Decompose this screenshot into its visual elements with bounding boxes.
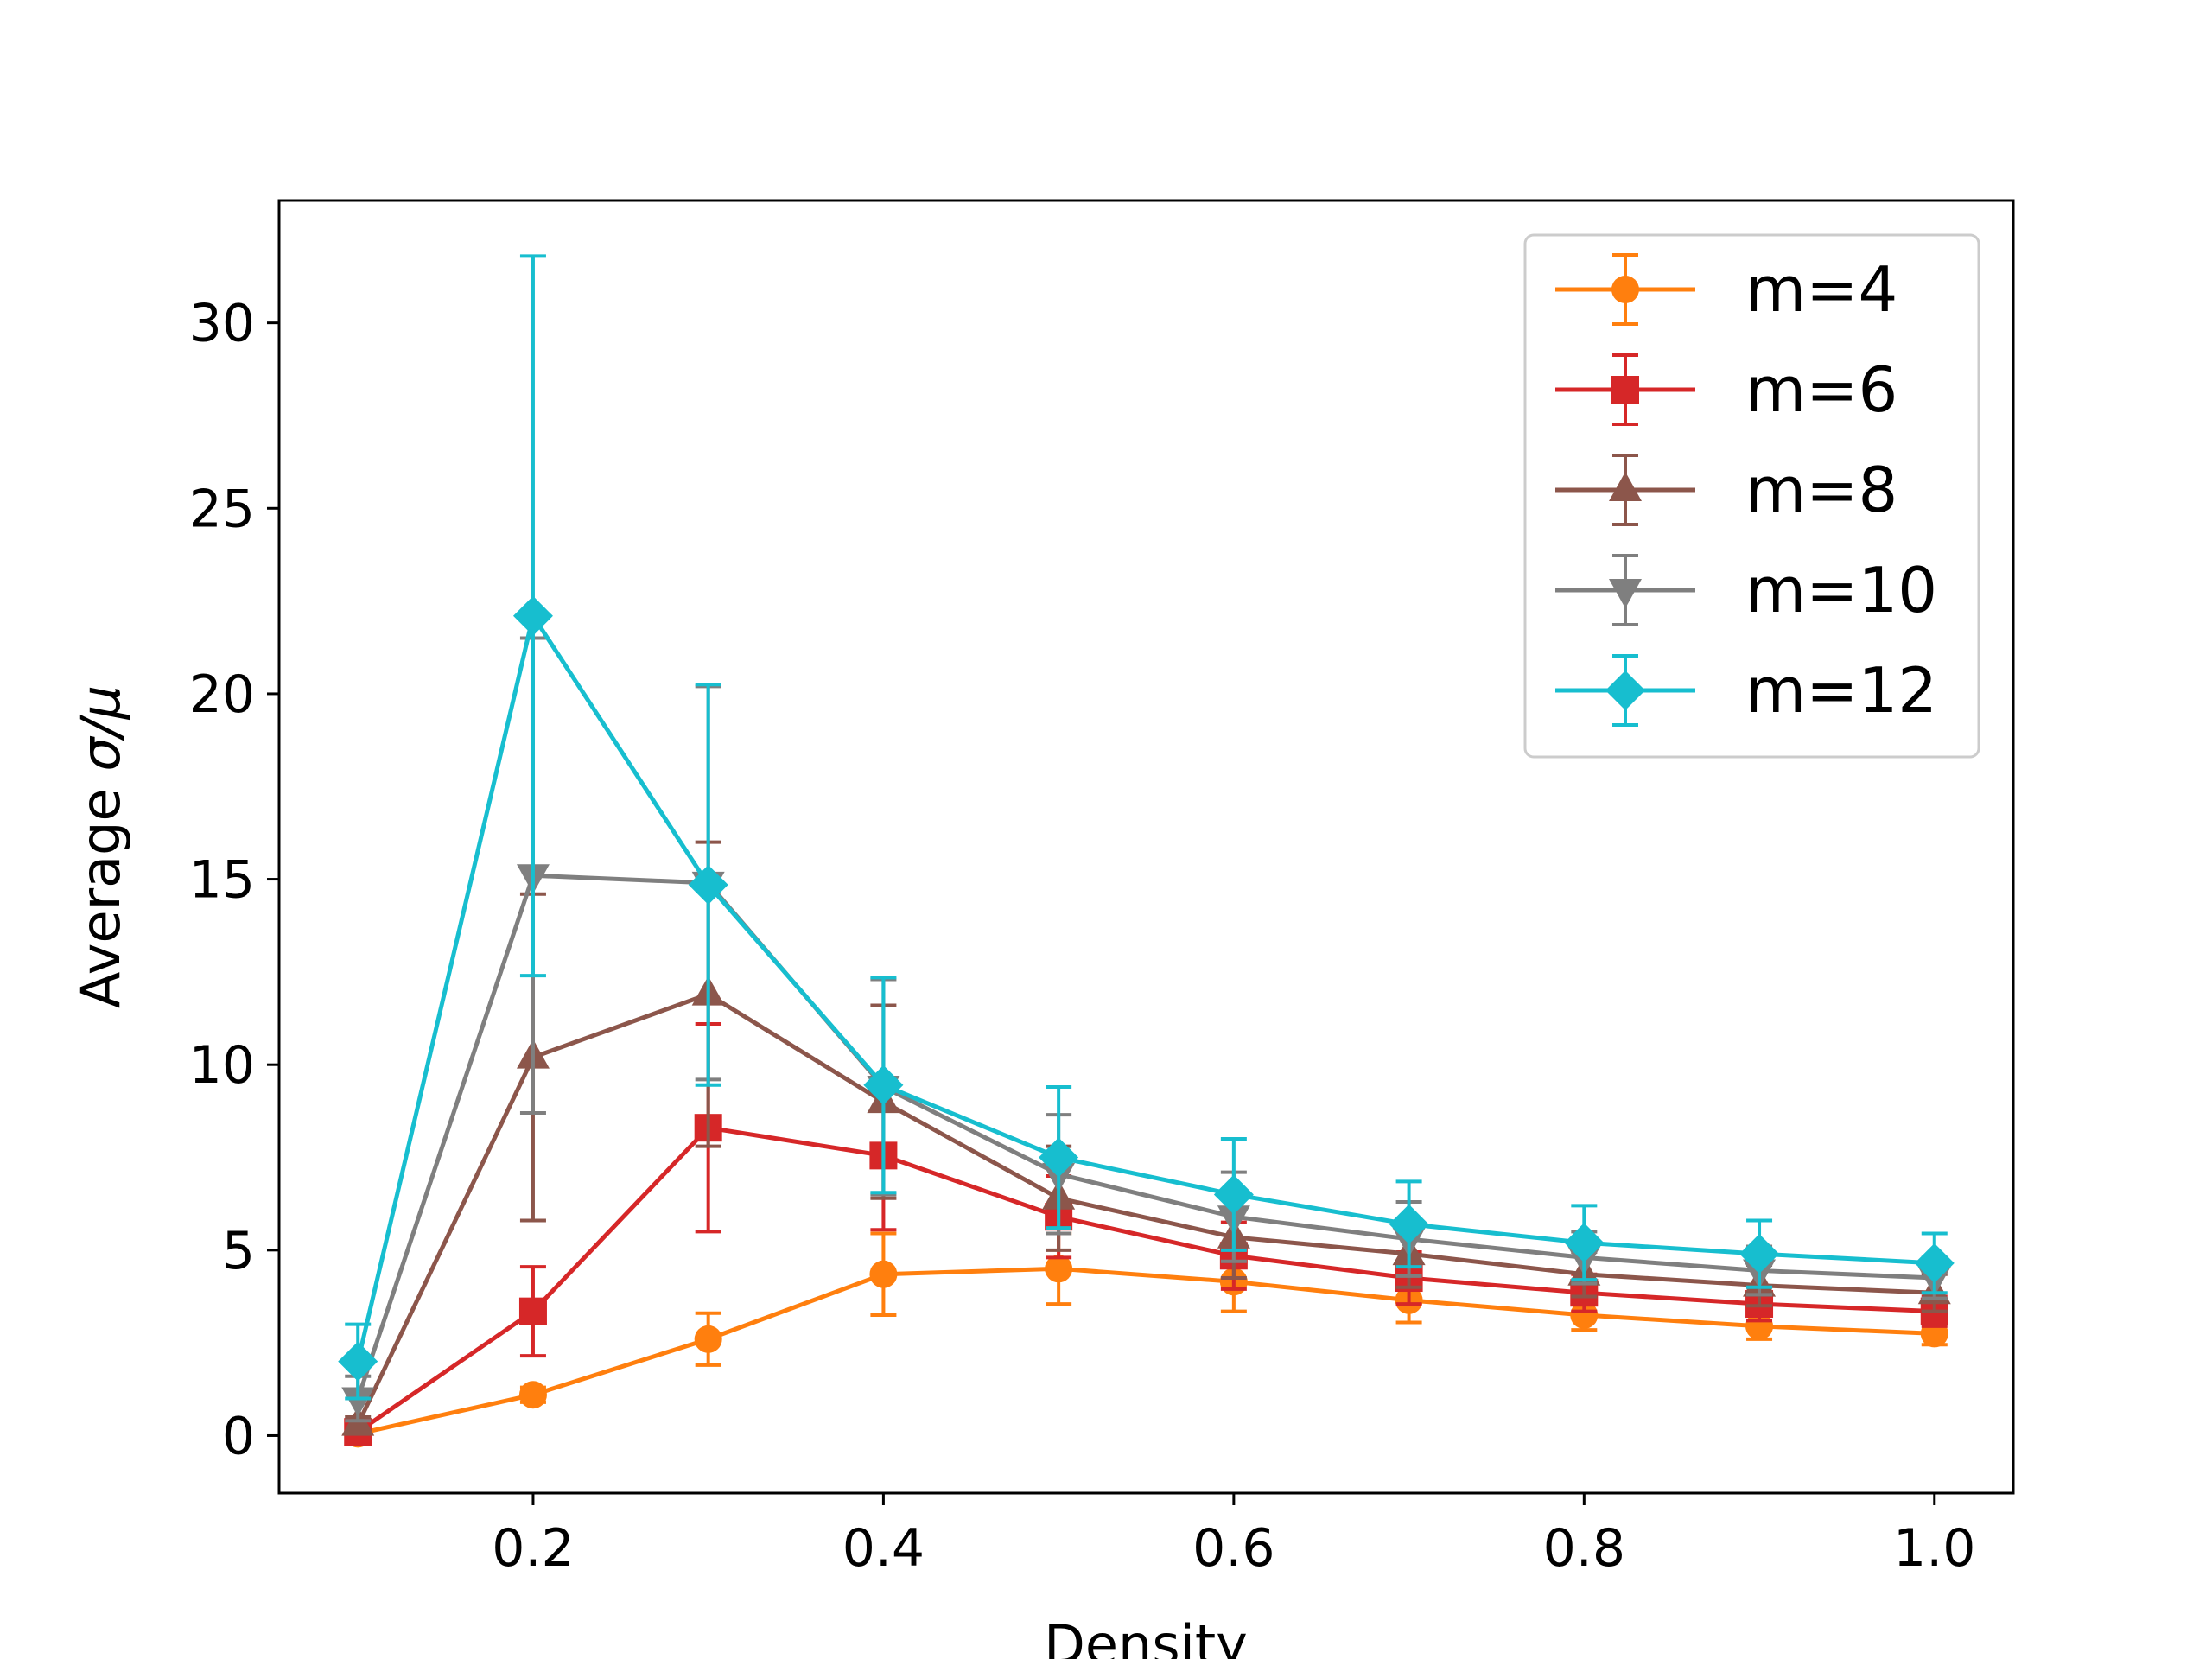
data-point — [694, 1325, 722, 1353]
legend-marker — [1611, 376, 1639, 404]
legend-label: m=6 — [1745, 353, 1897, 426]
series-line — [357, 1266, 1935, 1436]
data-point — [1045, 1255, 1073, 1283]
legend-marker — [1611, 276, 1639, 303]
y-tick-label: 20 — [189, 664, 255, 725]
legend-box — [1523, 233, 1980, 759]
y-axis-label: Average σ/μ — [69, 685, 132, 1008]
legend: m=4 m=6 m=8 m=10 m=12 — [1523, 233, 1980, 759]
data-point — [518, 1381, 547, 1409]
data-point — [1739, 1234, 1780, 1274]
data-point — [1039, 1137, 1079, 1178]
y-tick-label: 25 — [189, 479, 255, 539]
data-point — [863, 1065, 904, 1105]
y-tick-label: 0 — [222, 1406, 255, 1466]
series-line — [356, 1125, 1935, 1434]
plot-frame — [277, 199, 2015, 1495]
legend-label: m=4 — [1745, 253, 1897, 326]
plot-content — [338, 254, 1955, 1448]
legend-marker — [1609, 579, 1642, 608]
data-point — [1389, 1204, 1429, 1244]
legend-entry-m=12: m=12 — [1555, 654, 1937, 727]
y-tick-label: 15 — [189, 850, 255, 911]
data-point — [338, 1341, 378, 1382]
legend-marker — [1609, 472, 1642, 501]
data-point — [1564, 1223, 1605, 1263]
x-tick-label: 0.2 — [492, 1518, 574, 1579]
data-point — [688, 865, 728, 905]
y-axis: 0 5 10 15 20 25 30 — [189, 294, 279, 1466]
legend-entry-m=6: m=6 — [1555, 353, 1897, 426]
y-axis-label-prefix: Average — [69, 772, 132, 1008]
x-axis: 0.2 0.4 0.6 0.8 1.0 — [492, 1493, 1975, 1579]
legend-marker — [1605, 671, 1645, 710]
data-point — [518, 1297, 547, 1325]
data-point — [869, 1260, 898, 1288]
data-point — [341, 1387, 375, 1417]
x-tick-label: 0.4 — [842, 1518, 925, 1579]
y-tick-label: 10 — [189, 1035, 255, 1096]
series-line — [355, 873, 1935, 1400]
x-tick-label: 1.0 — [1893, 1518, 1975, 1579]
y-tick-label: 30 — [189, 294, 255, 354]
data-point — [1914, 1243, 1955, 1283]
series-m=12 — [338, 254, 1955, 1401]
legend-label: m=10 — [1745, 554, 1937, 626]
x-tick-label: 0.8 — [1543, 1518, 1625, 1579]
y-tick-label: 5 — [222, 1221, 255, 1281]
legend-entry-m=10: m=10 — [1555, 554, 1937, 626]
legend-entry-m=8: m=8 — [1555, 454, 1897, 526]
series-line — [355, 613, 1935, 1363]
data-point — [1213, 1174, 1254, 1215]
y-axis-label-symbol: σ/μ — [69, 685, 132, 772]
legend-entry-m=4: m=4 — [1555, 253, 1897, 326]
data-point — [512, 595, 553, 636]
x-axis-label: Density — [1044, 1613, 1248, 1659]
legend-label: m=8 — [1745, 454, 1897, 526]
data-point — [1570, 1300, 1599, 1329]
series-line — [355, 992, 1935, 1426]
legend-label: m=12 — [1745, 654, 1937, 727]
x-tick-label: 0.6 — [1192, 1518, 1274, 1579]
